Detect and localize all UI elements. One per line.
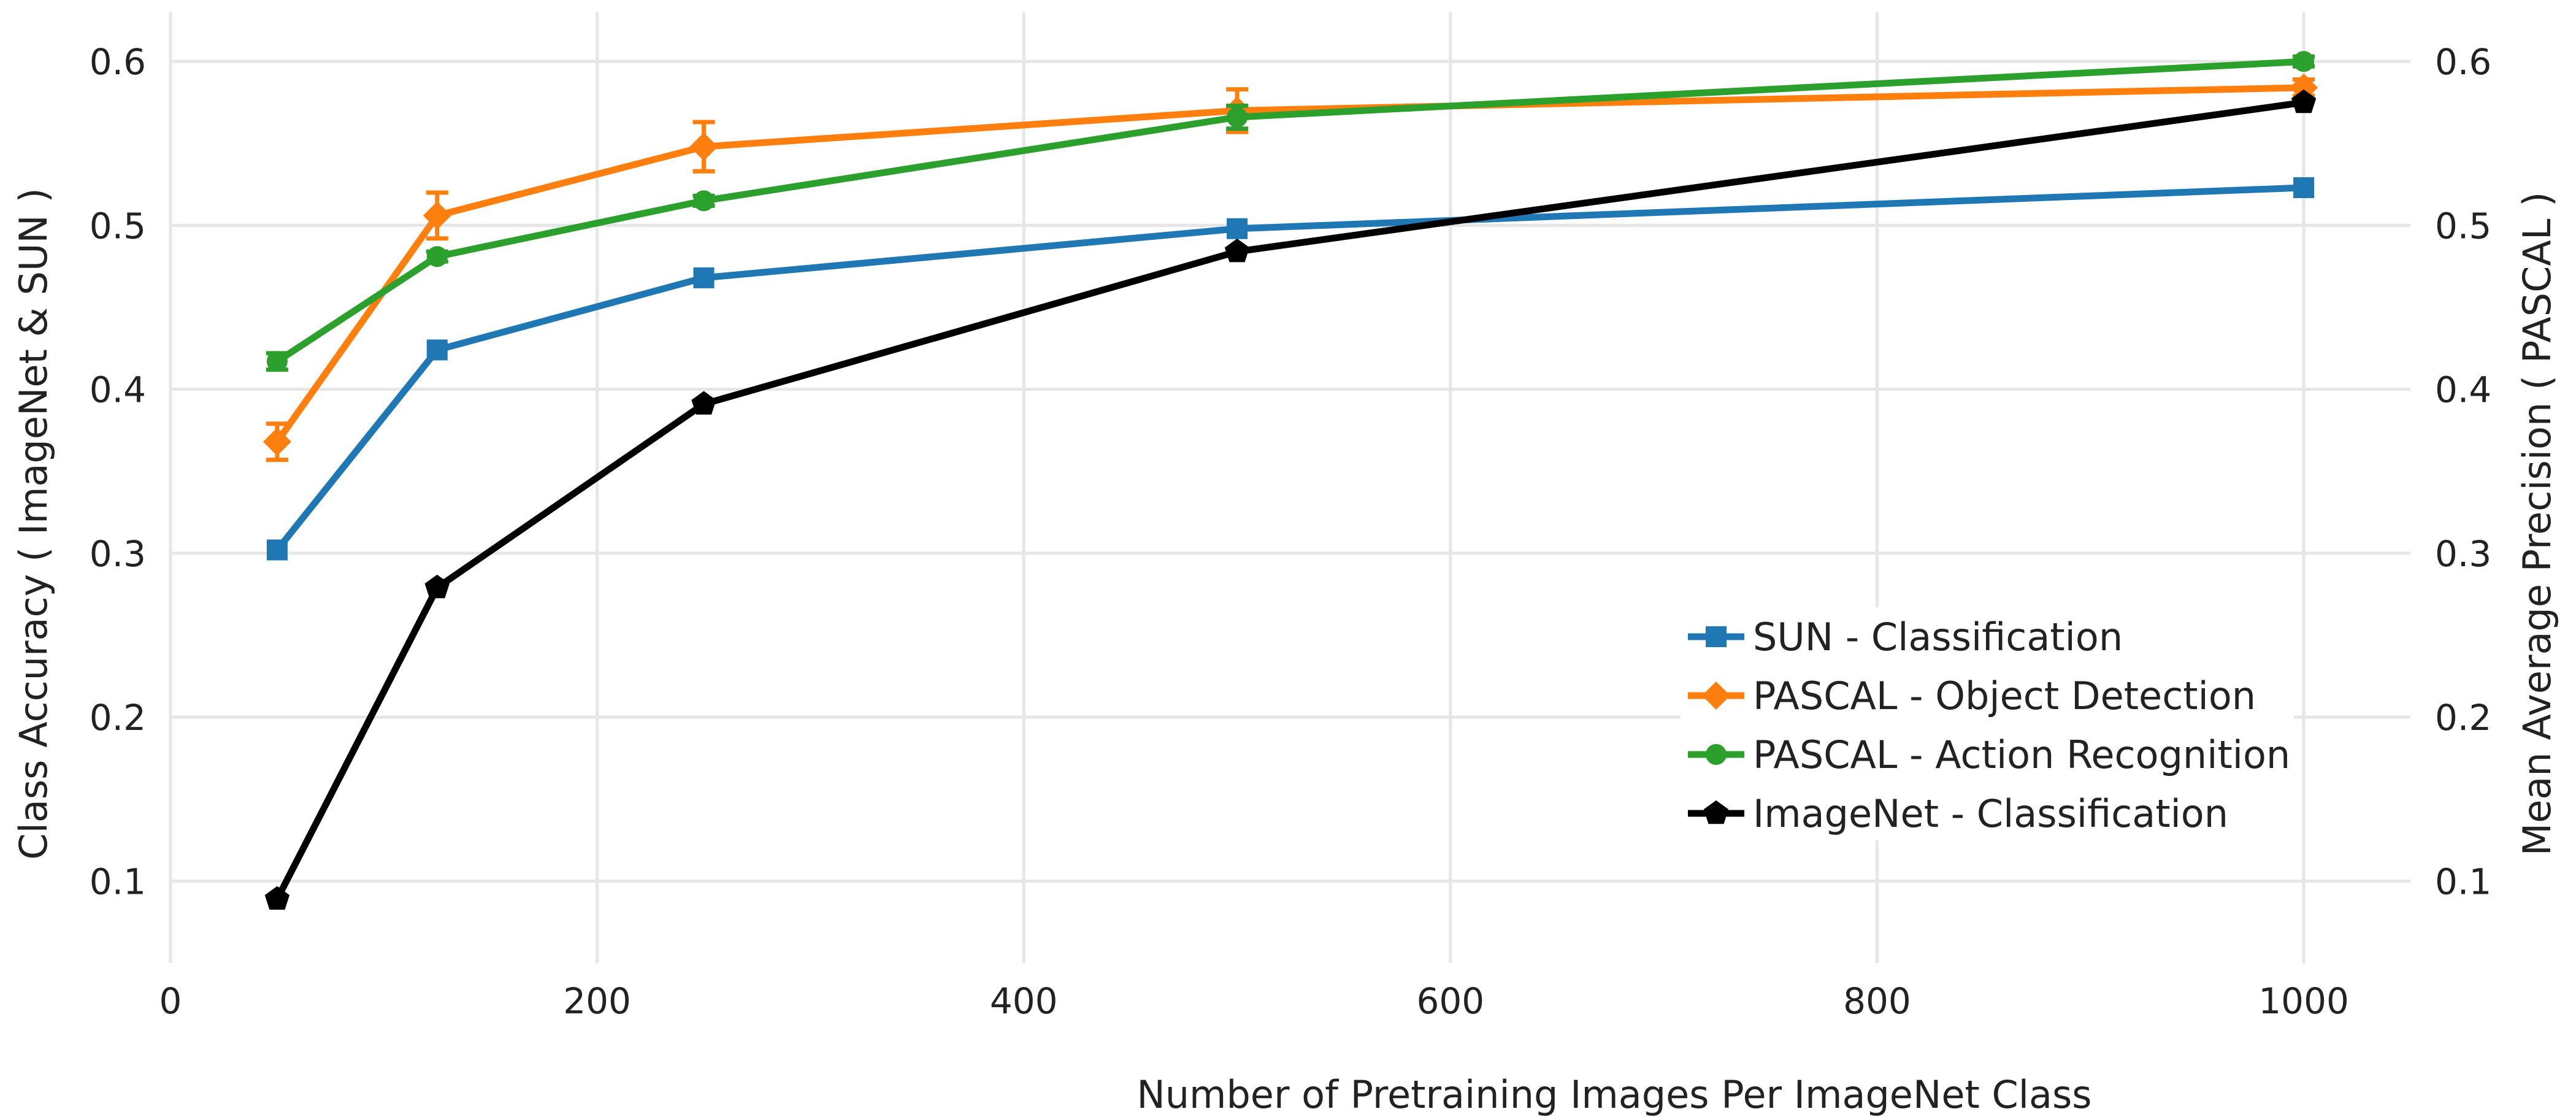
legend-label: SUN - Classification: [1753, 615, 2123, 659]
point-sun-classification: [266, 539, 288, 561]
x-tick-label: 800: [1843, 980, 1911, 1022]
legend-item-pascal-object-detection: PASCAL - Object Detection: [1688, 674, 2256, 718]
point-imagenet-classification: [2291, 89, 2317, 113]
point-sun-classification: [1227, 218, 1248, 239]
point-imagenet-classification: [691, 391, 716, 415]
x-tick-label: 400: [990, 980, 1058, 1022]
grid-lines: [169, 12, 2410, 963]
legend-label: PASCAL - Action Recognition: [1753, 732, 2290, 777]
x-tick-label: 1000: [2258, 980, 2349, 1022]
series-sun-classification: [266, 177, 2315, 561]
y-tick-label-left: 0.4: [90, 369, 146, 411]
series-pascal-action-recognition: [266, 51, 2315, 372]
series-imagenet-classification: [264, 89, 2317, 910]
legend-item-sun-classification: SUN - Classification: [1688, 615, 2123, 659]
x-tick-label: 200: [563, 980, 631, 1022]
legend-swatch-marker: [1706, 626, 1727, 647]
point-pascal-object-detection: [423, 201, 451, 230]
point-imagenet-classification: [424, 574, 450, 599]
legend-swatch-marker: [1701, 681, 1731, 710]
y-axis-right-title: Mean Average Precision ( PASCAL ): [2515, 192, 2559, 856]
x-axis-title: Number of Pretraining Images Per ImageNe…: [1137, 1072, 2091, 1117]
point-pascal-action-recognition: [2293, 51, 2315, 72]
y-tick-label-left: 0.6: [90, 41, 146, 83]
legend-background: [1681, 607, 2294, 840]
legend-label: PASCAL - Object Detection: [1753, 674, 2256, 718]
y-tick-label-left: 0.1: [90, 861, 146, 902]
y-tick-label-right: 0.3: [2435, 533, 2491, 575]
y-tick-label-left: 0.3: [90, 533, 146, 575]
y-axis-left-title: Class Accuracy ( ImageNet & SUN ): [11, 188, 56, 859]
y-tick-label-left: 0.5: [90, 205, 146, 247]
x-tick-label: 600: [1416, 980, 1484, 1022]
point-sun-classification: [2293, 177, 2315, 198]
point-pascal-action-recognition: [426, 246, 448, 267]
point-sun-classification: [693, 267, 715, 288]
y-tick-label-right: 0.2: [2435, 697, 2491, 739]
point-imagenet-classification: [264, 886, 290, 910]
point-sun-classification: [426, 339, 448, 361]
series-layer: [263, 51, 2318, 910]
point-pascal-action-recognition: [266, 351, 288, 372]
legend-item-imagenet-classification: ImageNet - Classification: [1688, 791, 2228, 836]
legend-swatch-marker: [1703, 800, 1729, 824]
y-tick-label-right: 0.1: [2435, 861, 2491, 902]
point-pascal-action-recognition: [693, 190, 715, 212]
series-pascal-object-detection: [263, 73, 2318, 463]
point-imagenet-classification: [1224, 238, 1250, 263]
y-tick-label-right: 0.4: [2435, 369, 2491, 411]
x-axis-ticks: 0 200 400 600 800 1000: [159, 980, 2349, 1022]
legend-swatch-marker: [1706, 744, 1727, 765]
y-axis-left-ticks: 0.1 0.2 0.3 0.4 0.5 0.6: [90, 41, 146, 902]
legend: SUN - Classification PASCAL - Object Dete…: [1681, 607, 2294, 840]
point-pascal-action-recognition: [1227, 107, 1248, 128]
legend-label: ImageNet - Classification: [1753, 791, 2228, 836]
y-tick-label-right: 0.5: [2435, 205, 2491, 247]
y-axis-right-ticks: 0.1 0.2 0.3 0.4 0.5 0.6: [2435, 41, 2491, 902]
point-pascal-object-detection: [263, 428, 291, 456]
x-tick-label: 0: [159, 980, 182, 1022]
legend-item-pascal-action-recognition: PASCAL - Action Recognition: [1688, 732, 2290, 777]
point-pascal-object-detection: [689, 132, 718, 161]
y-tick-label-left: 0.2: [90, 697, 146, 739]
y-tick-label-right: 0.6: [2435, 41, 2491, 83]
